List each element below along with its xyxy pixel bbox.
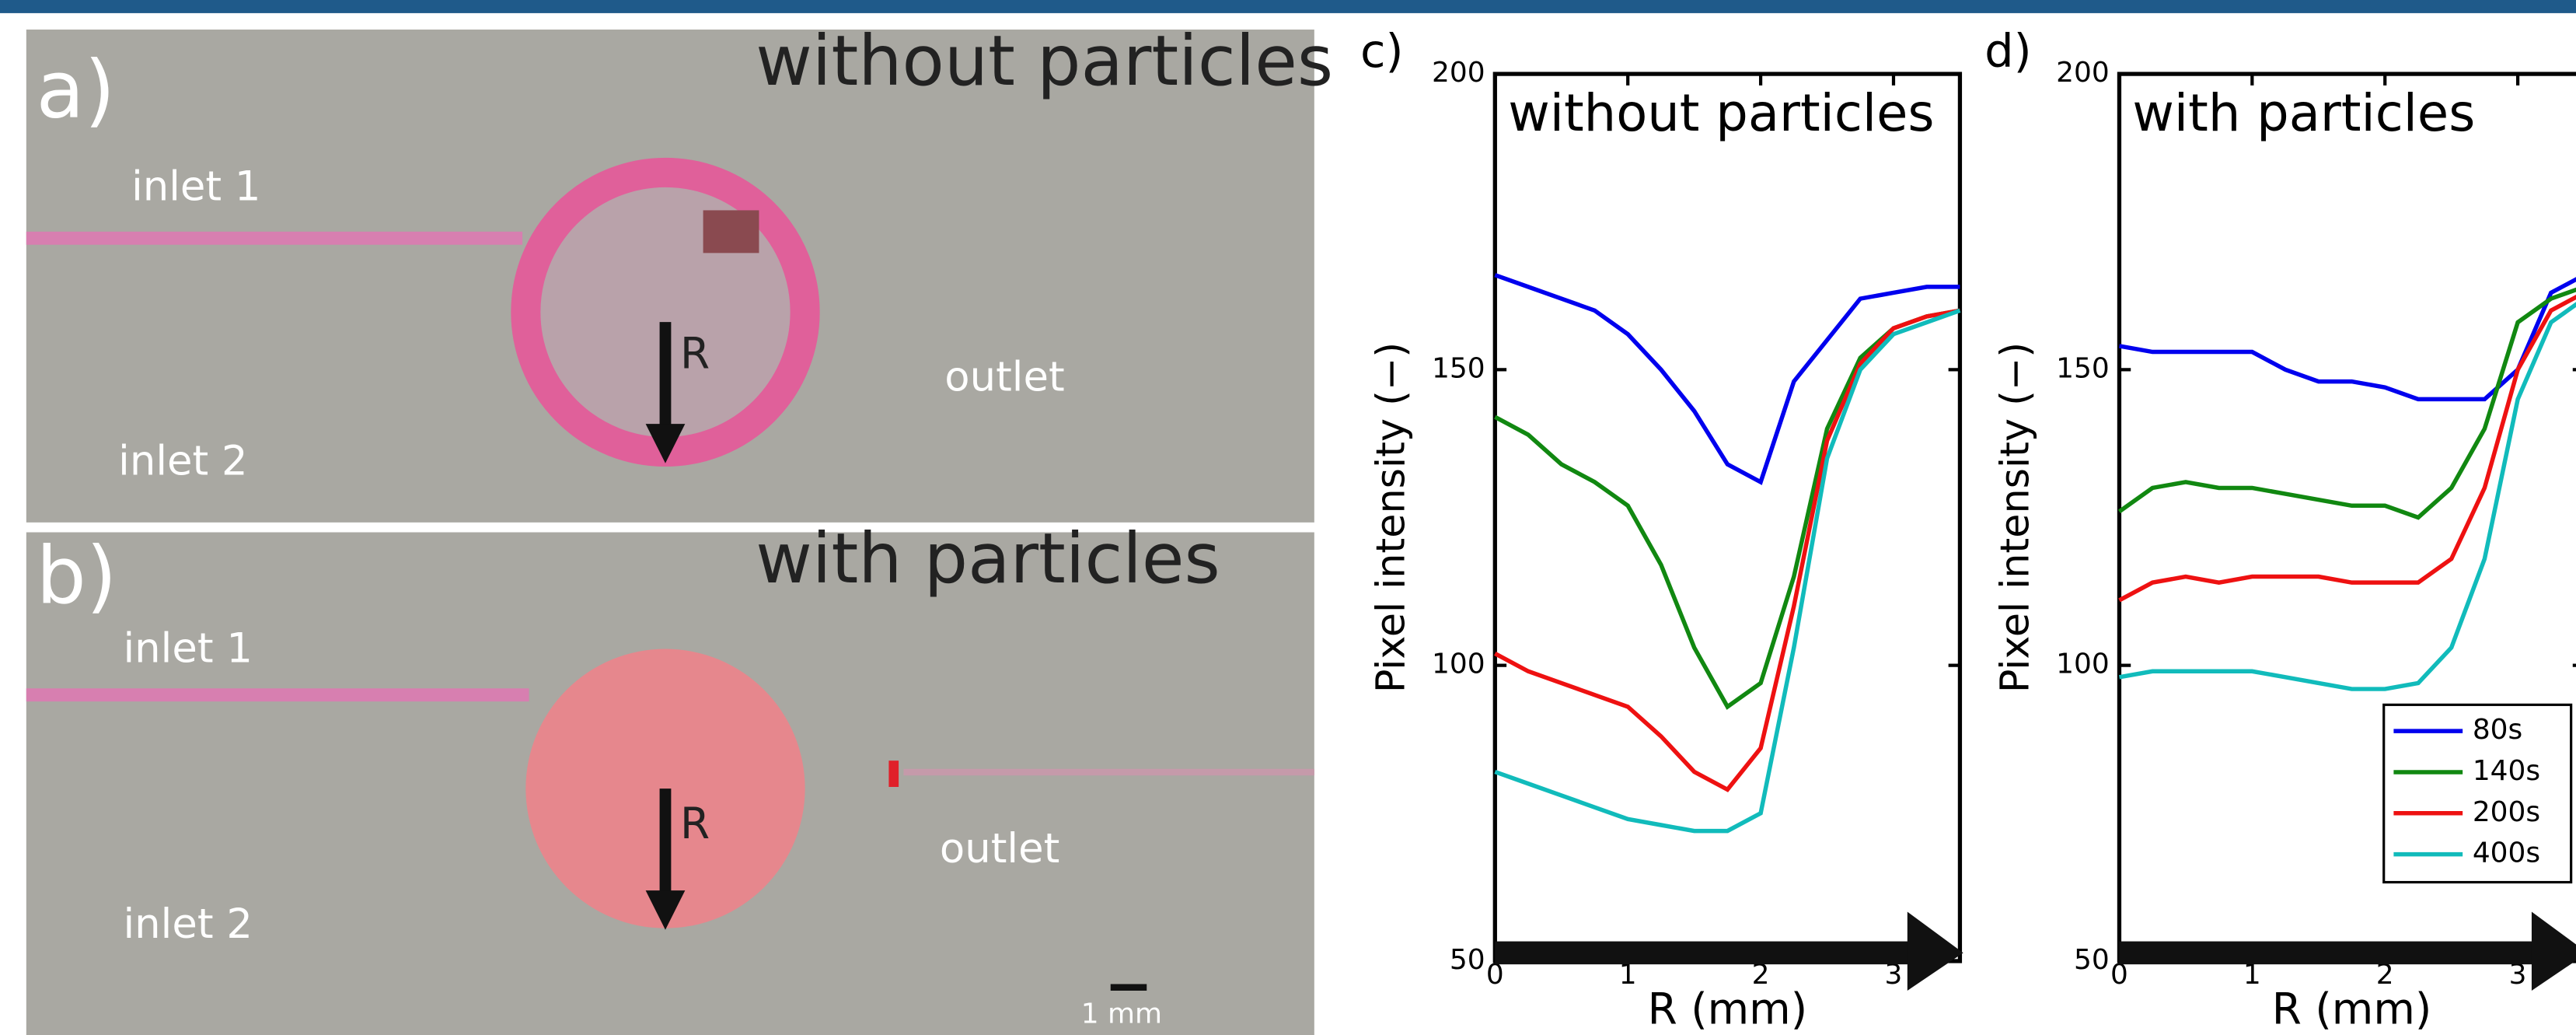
- y-tick-label: 150: [1432, 352, 1485, 384]
- y-tick-label: 150: [2056, 352, 2110, 384]
- y-tick-label: 100: [1432, 649, 1485, 680]
- axis-arrow: [2119, 942, 2538, 965]
- scale-label: 1 mm: [1081, 998, 1162, 1030]
- photo-title: without particles: [756, 21, 1333, 101]
- legend-label: 400s: [2473, 837, 2540, 869]
- axis-arrow: [1495, 942, 1914, 965]
- x-axis-label: R (mm): [1648, 984, 1808, 1034]
- y-tick-label: 50: [1450, 944, 1485, 976]
- plot-frame: [1495, 74, 1960, 961]
- photo-title: with particles: [756, 519, 1220, 599]
- panel-label: a): [36, 44, 115, 135]
- photo-b: b) with particles inlet 1 inlet 2 outlet…: [26, 519, 1314, 1035]
- chart-title: with particles: [2132, 84, 2475, 143]
- spot: [703, 210, 759, 253]
- y-axis-label: Pixel intensity (−): [1367, 342, 1413, 693]
- figure: a) without particles inlet 1 inlet 2 out…: [0, 0, 2576, 1035]
- legend-label: 200s: [2473, 796, 2540, 828]
- label: inlet 2: [124, 900, 253, 948]
- label: inlet 2: [118, 437, 247, 484]
- label: R: [680, 329, 710, 379]
- label: outlet: [944, 354, 1064, 401]
- y-tick-label: 50: [2074, 944, 2110, 976]
- y-tick-label: 100: [2056, 649, 2110, 680]
- top-bar: [0, 0, 2576, 13]
- label: inlet 1: [124, 624, 253, 672]
- y-tick-label: 200: [2056, 57, 2110, 89]
- legend-label: 80s: [2473, 714, 2522, 746]
- panel-label: c): [1360, 24, 1404, 78]
- label: outlet: [940, 825, 1059, 872]
- label: inlet 1: [131, 163, 260, 211]
- y-tick-label: 200: [1432, 57, 1485, 89]
- photo-a: a) without particles inlet 1 inlet 2 out…: [26, 21, 1333, 523]
- panel-label: b): [36, 530, 117, 622]
- panel-label: d): [1984, 24, 2032, 78]
- page: {"photos":[ {"label":"a)","title":"witho…: [0, 0, 2576, 1035]
- x-axis-label: R (mm): [2272, 984, 2432, 1034]
- marker: [888, 761, 899, 787]
- label: R: [680, 799, 710, 848]
- y-axis-label: Pixel intensity (−): [1991, 342, 2037, 693]
- legend-label: 140s: [2473, 755, 2540, 787]
- chart-title: without particles: [1508, 84, 1934, 143]
